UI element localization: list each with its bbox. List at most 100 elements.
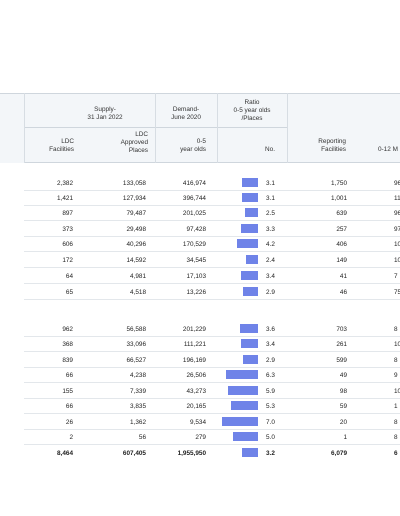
table-row: 962 56,588 201,229 703 8 3.6 — [0, 322, 400, 337]
column-divider — [287, 93, 288, 163]
row-divider — [24, 220, 400, 221]
ratio-bar — [242, 178, 258, 187]
table-row: 26 1,362 9,534 20 8 7.0 — [0, 415, 400, 430]
reporting-facilities-header: Reporting Facilities — [318, 138, 346, 153]
age-cell: 9,534 — [190, 419, 206, 426]
ratio-value: 3.4 — [266, 273, 275, 280]
months-cell: 8 — [394, 357, 398, 364]
age-cell: 26,506 — [186, 372, 206, 379]
age-cell: 201,229 — [182, 326, 206, 333]
row-divider — [24, 382, 400, 383]
reporting-cell: 149 — [336, 257, 347, 264]
row-divider — [24, 267, 400, 268]
places-cell: 56 — [138, 434, 146, 441]
places-cell: 7,339 — [130, 388, 146, 395]
reporting-cell: 261 — [336, 341, 347, 348]
table-row: 897 79,487 201,025 639 96 2.5 — [0, 206, 400, 221]
age-cell: 196,169 — [182, 357, 206, 364]
reporting-cell: 98 — [339, 388, 347, 395]
row-divider — [24, 251, 400, 252]
table-row: 606 40,296 170,529 406 106 4.2 — [0, 237, 400, 252]
months-cell: 97 — [394, 226, 400, 233]
table-row: 2,382 133,058 416,974 1,750 96 3.1 — [0, 176, 400, 191]
ratio-bar — [245, 208, 258, 217]
months-cell: 75 — [394, 289, 400, 296]
ldc-places-header: LDC Approved Places — [120, 131, 148, 154]
places-cell: 133,058 — [122, 180, 146, 187]
age-cell: 279 — [195, 434, 206, 441]
reporting-cell: 46 — [339, 289, 347, 296]
facilities-cell: 2 — [69, 434, 73, 441]
ratio-value: 3.1 — [266, 195, 275, 202]
places-cell: 607,405 — [122, 450, 146, 457]
reporting-cell: 703 — [336, 326, 347, 333]
ratio-value: 4.2 — [266, 241, 275, 248]
facilities-cell: 26 — [65, 419, 73, 426]
row-divider — [24, 444, 400, 445]
age-cell: 34,545 — [186, 257, 206, 264]
column-divider — [24, 93, 25, 163]
age-cell: 13,226 — [186, 289, 206, 296]
places-cell: 127,934 — [122, 195, 146, 202]
ratio-value: 3.6 — [266, 326, 275, 333]
table-row: 368 33,096 111,221 261 10 3.4 — [0, 337, 400, 352]
facilities-cell: 66 — [65, 403, 73, 410]
row-divider — [24, 429, 400, 430]
ratio-value: 3.3 — [266, 226, 275, 233]
places-cell: 66,527 — [126, 357, 146, 364]
reporting-cell: 639 — [336, 210, 347, 217]
months-cell: 106 — [394, 241, 400, 248]
age-cell: 43,273 — [186, 388, 206, 395]
places-cell: 14,592 — [126, 257, 146, 264]
table-row: 2 56 279 1 8 5.0 — [0, 430, 400, 445]
row-divider — [24, 413, 400, 414]
months-cell: 96 — [394, 180, 400, 187]
months-cell: 1 — [394, 403, 398, 410]
months-cell: 10 — [394, 341, 400, 348]
facilities-cell: 1,421 — [57, 195, 73, 202]
facilities-cell: 839 — [62, 357, 73, 364]
ratio-bar — [240, 271, 258, 280]
age-cell: 17,103 — [186, 273, 206, 280]
ratio-value: 5.0 — [266, 434, 275, 441]
age-0-5-header: 0-5 year olds — [180, 138, 206, 153]
places-cell: 29,498 — [126, 226, 146, 233]
months-cell: 9 — [394, 372, 398, 379]
facilities-cell: 373 — [62, 226, 73, 233]
ratio-bar — [236, 239, 258, 248]
months-cell: 7 — [394, 273, 398, 280]
table-row: 155 7,339 43,273 98 10 5.9 — [0, 384, 400, 399]
facilities-cell: 962 — [62, 326, 73, 333]
facilities-cell: 64 — [65, 273, 73, 280]
column-divider — [217, 93, 218, 163]
reporting-cell: 49 — [339, 372, 347, 379]
table-row: 373 29,498 97,428 257 97 3.3 — [0, 222, 400, 237]
ratio-bar — [227, 386, 258, 395]
facilities-cell: 368 — [62, 341, 73, 348]
table-row: 66 3,835 20,165 59 1 5.3 — [0, 399, 400, 414]
ratio-value: 2.5 — [266, 210, 275, 217]
ratio-value: 2.9 — [266, 357, 275, 364]
ratio-group-header: Ratio 0-5 year olds /Places — [233, 99, 271, 122]
months-cell: 11 — [394, 195, 400, 202]
ratio-value: 5.9 — [266, 388, 275, 395]
row-divider — [24, 398, 400, 399]
ldc-facilities-header: LDC Facilities — [49, 138, 74, 153]
ratio-bar — [241, 224, 258, 233]
header-bottom-rule — [24, 162, 400, 163]
row-divider — [24, 205, 400, 206]
months-cell: 10 — [394, 388, 400, 395]
total-row: 8,464 607,405 1,955,950 6,079 6 3.2 — [0, 446, 400, 461]
places-cell: 56,588 — [126, 326, 146, 333]
places-cell: 3,835 — [130, 403, 146, 410]
reporting-cell: 41 — [339, 273, 347, 280]
table-row: 65 4,518 13,226 46 75 2.9 — [0, 285, 400, 300]
ratio-bar — [242, 193, 258, 202]
row-divider — [24, 236, 400, 237]
column-divider — [155, 93, 156, 163]
months-cell: 96 — [394, 210, 400, 217]
ratio-bar — [222, 417, 258, 426]
row-divider — [24, 351, 400, 352]
ratio-bar — [225, 370, 258, 379]
facilities-cell: 606 — [62, 241, 73, 248]
